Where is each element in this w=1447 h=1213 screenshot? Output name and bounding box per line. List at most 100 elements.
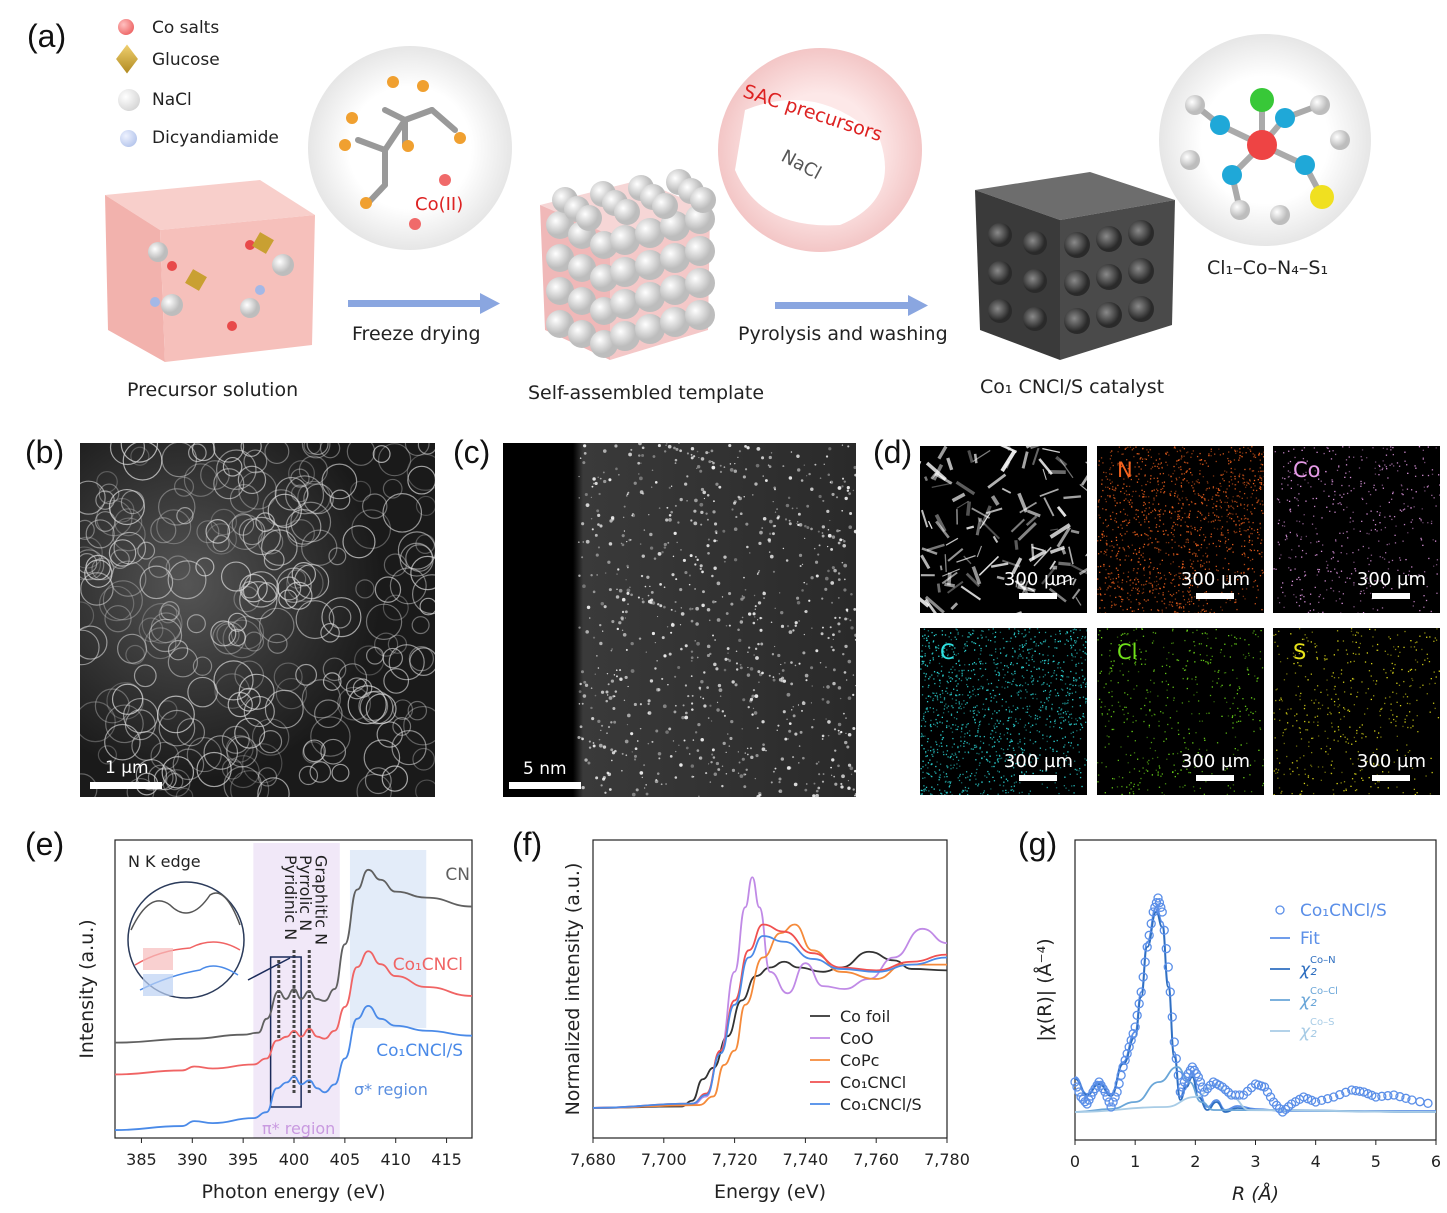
- atom-dot: [798, 523, 803, 527]
- panel-label-b: (b): [25, 434, 65, 470]
- atom-dot: [590, 574, 593, 577]
- atom-dot: [847, 732, 852, 737]
- atom-dot: [651, 631, 656, 636]
- cell-wall: [257, 777, 290, 797]
- atom-dot: [630, 669, 635, 673]
- cell-wall: [104, 723, 141, 761]
- atom-dot: [580, 736, 582, 739]
- data-point: [1136, 987, 1146, 997]
- cell-wall: [80, 519, 95, 540]
- atom-dot: [834, 616, 837, 620]
- atom-dot: [814, 560, 819, 564]
- atom-dot: [657, 552, 662, 556]
- atom-dot: [651, 740, 654, 743]
- cell-wall: [355, 579, 375, 599]
- atom-dot: [602, 630, 604, 632]
- atom-dot: [796, 596, 800, 600]
- atom-dot: [717, 683, 722, 688]
- cell-wall: [139, 565, 174, 600]
- cell-wall: [188, 443, 207, 463]
- atom-dot: [744, 773, 747, 776]
- atom-dot: [656, 615, 659, 618]
- atom-dot: [747, 651, 749, 653]
- atom-dot: [657, 752, 662, 756]
- atom-dot: [631, 792, 636, 797]
- atom-dot: [754, 694, 759, 699]
- atom-dot: [709, 652, 712, 656]
- atom-dot: [608, 788, 612, 791]
- atom-dot: [743, 496, 745, 498]
- pore: [988, 299, 1012, 323]
- atom-dot: [663, 450, 667, 453]
- cell-wall: [399, 542, 434, 577]
- atom-dot: [852, 489, 855, 492]
- atom-dot: [675, 750, 677, 753]
- data-point: [1118, 1062, 1128, 1072]
- eds-map-co: Co 300 µm: [1273, 446, 1440, 613]
- sphere: [610, 321, 640, 351]
- cell-wall: [162, 769, 191, 797]
- atom-dot: [820, 632, 824, 636]
- cell-wall: [391, 730, 427, 766]
- data-point: [1311, 1097, 1321, 1107]
- atom-dot: [803, 581, 806, 584]
- atom-dot: [591, 528, 594, 531]
- atom-dot: [633, 758, 637, 761]
- atom-dot: [661, 551, 664, 554]
- atom-dot: [829, 626, 832, 629]
- sphere: [685, 268, 715, 298]
- atom-dot: [815, 649, 819, 653]
- atom-dot: [706, 518, 709, 521]
- data-point: [1146, 919, 1156, 929]
- cell-wall: [80, 572, 114, 606]
- cell-wall: [383, 667, 410, 694]
- atom-dot: [739, 663, 742, 666]
- atom-dot: [750, 755, 754, 760]
- atom-dot: [805, 583, 808, 586]
- atom-dot: [744, 588, 747, 591]
- atom-dot: [804, 788, 808, 792]
- atom-dot: [760, 642, 764, 646]
- atom-dot: [700, 457, 705, 461]
- element-label: S: [1293, 640, 1307, 664]
- atom-dot: [765, 749, 767, 752]
- atom-dot: [658, 507, 661, 509]
- atom-dot: [598, 492, 601, 496]
- cell-wall: [356, 773, 392, 797]
- scale-label: 300 µm: [1003, 751, 1073, 772]
- nacl-icon: [118, 89, 140, 111]
- cell-wall: [228, 628, 247, 647]
- atom-dot: [770, 452, 773, 454]
- atom-dot: [821, 734, 825, 738]
- atom-dot: [715, 532, 718, 535]
- data-point: [1377, 1091, 1387, 1101]
- atom-dot: [629, 586, 631, 588]
- atom-dot: [716, 618, 721, 622]
- cell-wall: [222, 619, 262, 659]
- co-salt-icon: [118, 19, 134, 35]
- atom-dot: [703, 704, 707, 708]
- atom-dot: [830, 645, 833, 649]
- atom-dot: [841, 444, 844, 446]
- atom-dot: [843, 578, 846, 581]
- pore: [1096, 264, 1122, 290]
- atom-dot: [781, 669, 785, 672]
- atom-dot: [837, 722, 842, 727]
- sphere: [635, 282, 665, 312]
- atom-dot: [599, 641, 603, 646]
- atom-dot: [640, 462, 642, 464]
- atom-dot: [611, 751, 616, 755]
- cell-wall: [408, 646, 434, 672]
- atom-dot: [842, 539, 844, 541]
- atom-dot: [668, 652, 672, 656]
- atom-dot: [780, 624, 785, 628]
- data-point: [1156, 902, 1166, 912]
- cell-wall: [303, 443, 322, 455]
- data-point: [1150, 902, 1160, 912]
- sem-image: 1 µm: [80, 443, 435, 797]
- data-point: [1389, 1090, 1399, 1100]
- sphere: [652, 193, 678, 219]
- atom-dot: [626, 588, 631, 593]
- cell-wall: [94, 688, 130, 724]
- atom-dot: [725, 772, 728, 775]
